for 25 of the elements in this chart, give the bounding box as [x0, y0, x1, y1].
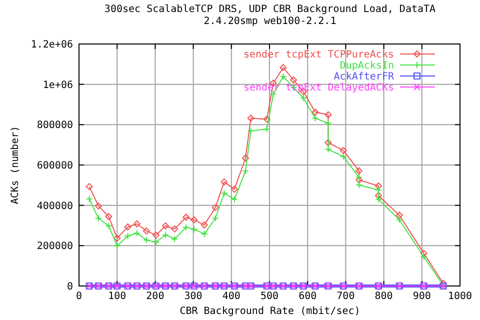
x-tick-label: 300 [184, 291, 202, 302]
chart-subtitle: 2.4.20smp web100-2.2.1 [204, 16, 336, 27]
x-tick-label: 100 [108, 291, 126, 302]
x-tick-label: 0 [76, 291, 82, 302]
x-axis-title: CBR Background Rate (mbit/sec) [180, 306, 360, 317]
chart-title: 300sec ScalableTCP DRS, UDP CBR Background Load, DataTA [104, 4, 436, 15]
x-tick-label: 400 [222, 291, 240, 302]
y-tick-label: 1e+06 [42, 80, 73, 91]
x-tick-label: 600 [298, 291, 317, 302]
y-tick-label: 400000 [36, 200, 73, 212]
x-tick-label: 700 [336, 291, 355, 302]
y-tick-label: 600000 [36, 160, 73, 172]
x-tick-label: 800 [374, 291, 393, 302]
legend-label: DupAcksIn [340, 60, 394, 72]
y-tick-label: 0 [66, 282, 73, 292]
y-tick-label: 800000 [36, 120, 73, 132]
x-tick-label: 900 [412, 291, 431, 302]
y-tick-label: 1.2e+06 [30, 40, 73, 50]
x-tick-label: 200 [146, 291, 164, 302]
x-tick-label: 1000 [448, 291, 472, 302]
y-tick-label: 200000 [36, 241, 73, 252]
legend-label: AckAfterFR [334, 72, 395, 82]
x-tick-label: 500 [260, 291, 279, 302]
y-axis-title: ACKs (number) [10, 126, 21, 204]
legend-label: sender tcpExt TCPPureAcks [243, 50, 394, 60]
